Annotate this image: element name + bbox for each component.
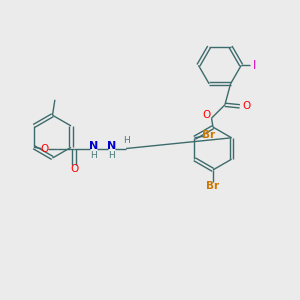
Text: I: I xyxy=(253,59,256,72)
Text: Br: Br xyxy=(202,130,215,140)
Text: H: H xyxy=(108,151,115,160)
Text: O: O xyxy=(41,143,49,154)
Text: N: N xyxy=(89,141,98,151)
Text: O: O xyxy=(70,164,78,174)
Text: O: O xyxy=(242,101,250,111)
Text: N: N xyxy=(106,141,116,151)
Text: H: H xyxy=(90,151,97,160)
Text: O: O xyxy=(202,110,210,120)
Text: H: H xyxy=(123,136,130,145)
Text: Br: Br xyxy=(206,181,220,191)
